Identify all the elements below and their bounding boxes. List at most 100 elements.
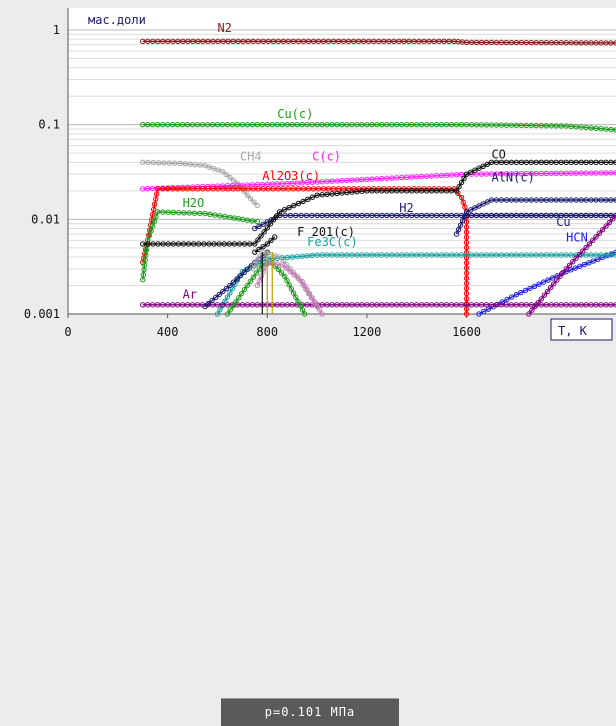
data-point <box>394 121 400 128</box>
data-point <box>608 197 614 203</box>
data-point <box>165 209 171 215</box>
data-point <box>219 121 226 128</box>
data-point <box>299 253 305 259</box>
series-line-ch4 <box>142 161 258 206</box>
data-point <box>463 239 470 246</box>
data-point <box>255 38 261 44</box>
data-point <box>260 221 266 227</box>
data-point <box>463 224 470 230</box>
data-point <box>284 277 290 284</box>
data-point <box>354 302 360 308</box>
data-point <box>159 302 166 308</box>
data-point <box>211 241 217 247</box>
data-point <box>518 122 525 129</box>
data-point <box>250 274 257 280</box>
data-point <box>458 171 465 178</box>
data-point <box>386 38 392 44</box>
data-point <box>394 252 400 258</box>
data-point <box>329 252 335 258</box>
series-series-purple-rise <box>526 212 616 317</box>
data-point <box>151 201 158 207</box>
data-point <box>222 298 228 305</box>
data-point <box>284 121 290 128</box>
data-point <box>150 159 157 166</box>
chart-area: 1 0.1 0.01 0.001 0 400 800 1200 1600 N2 Cu(c) CH4 C… <box>0 0 616 345</box>
data-point <box>543 212 549 219</box>
data-point <box>291 202 297 209</box>
data-point <box>284 254 290 261</box>
data-point <box>588 212 594 219</box>
y-tick-label: 1 <box>53 23 60 37</box>
data-point <box>523 302 530 308</box>
data-point <box>553 170 559 177</box>
data-point <box>329 212 335 219</box>
data-point <box>379 252 385 258</box>
data-point <box>141 267 147 273</box>
data-point <box>538 122 544 129</box>
data-point <box>414 302 420 308</box>
data-point <box>295 200 302 207</box>
data-point <box>359 188 365 194</box>
data-point <box>314 303 320 309</box>
data-point <box>145 38 151 44</box>
data-point <box>330 186 337 192</box>
data-point <box>265 38 271 44</box>
data-point <box>590 258 597 264</box>
series-cu <box>463 212 616 219</box>
data-point <box>320 186 327 192</box>
data-point <box>364 302 370 308</box>
series-label: AlN(c) <box>491 171 534 185</box>
data-point <box>538 159 544 166</box>
data-point <box>428 302 435 308</box>
data-point <box>458 302 465 308</box>
data-point <box>290 38 297 44</box>
data-point <box>518 252 525 258</box>
data-point <box>583 40 589 46</box>
data-point <box>260 38 266 44</box>
data-point <box>252 225 258 232</box>
data-point <box>463 39 470 46</box>
data-point <box>214 121 221 128</box>
data-point <box>428 188 435 194</box>
data-point <box>498 39 505 46</box>
data-point <box>194 121 201 128</box>
data-point <box>205 300 212 307</box>
data-point <box>189 121 196 128</box>
data-point <box>438 302 445 308</box>
data-point <box>230 177 237 184</box>
data-point <box>423 121 430 128</box>
data-point <box>608 302 614 308</box>
data-point <box>572 265 578 271</box>
data-point <box>485 306 492 312</box>
data-point <box>294 253 300 260</box>
data-point <box>185 186 191 192</box>
data-point <box>404 302 410 308</box>
x-tick-label: 1200 <box>352 325 381 339</box>
data-point <box>364 176 370 183</box>
data-point <box>468 212 475 219</box>
data-point <box>463 252 470 258</box>
data-point <box>229 182 236 189</box>
data-point <box>394 302 400 308</box>
data-point <box>603 126 609 132</box>
data-point <box>239 302 246 308</box>
data-point <box>593 212 599 219</box>
data-point <box>364 212 370 219</box>
data-point <box>590 237 596 244</box>
data-point <box>568 159 574 166</box>
data-point <box>389 121 395 128</box>
data-point <box>215 38 221 44</box>
data-point <box>528 252 535 258</box>
data-point <box>295 298 301 305</box>
data-point <box>586 260 592 266</box>
data-point <box>459 218 466 224</box>
data-point <box>406 38 412 44</box>
data-point <box>443 121 450 128</box>
data-point <box>480 308 487 315</box>
data-point <box>538 212 544 219</box>
data-point <box>214 311 221 317</box>
data-point <box>275 266 282 273</box>
data-point <box>230 303 236 309</box>
data-point <box>523 170 530 177</box>
data-point <box>238 290 245 297</box>
